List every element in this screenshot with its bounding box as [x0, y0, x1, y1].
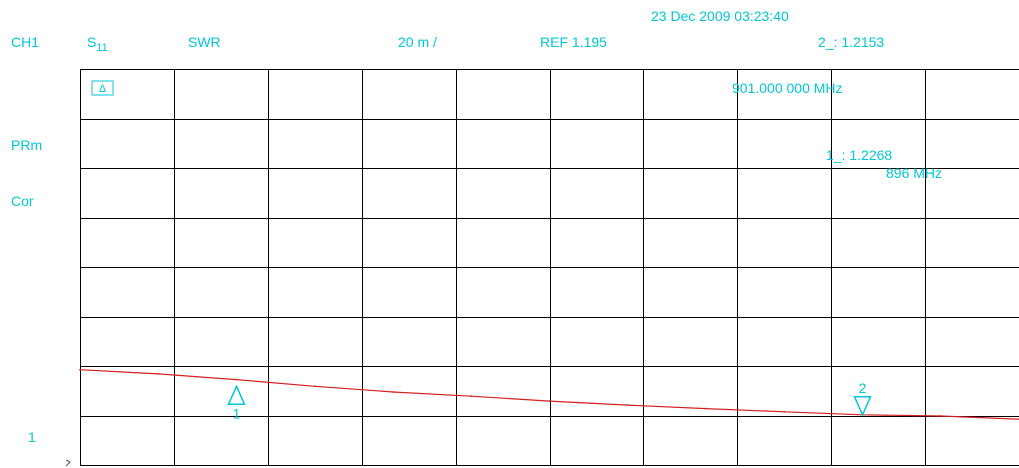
trace-point	[235, 378, 238, 381]
marker-2-triangle	[853, 396, 872, 417]
s-parameter-label: S11	[87, 34, 108, 54]
swr-trace-line	[79, 369, 1019, 420]
marker2-readout: 2_: 1.2153	[818, 34, 885, 50]
trace-point	[548, 400, 551, 403]
marker2-frequency: 901.000 000 MHz	[732, 80, 843, 96]
format-label: SWR	[188, 34, 221, 50]
trace-point	[783, 410, 786, 413]
marker-1-label: 1	[233, 405, 241, 421]
plot-grid	[80, 69, 1019, 466]
channel-label: CH1	[11, 34, 40, 50]
marker-1-triangle	[227, 384, 246, 406]
prm-indicator: PRm	[11, 137, 43, 153]
delta-icon: Δ	[91, 80, 114, 96]
marker-2-label: 2	[859, 380, 867, 396]
reference-label: REF 1.195	[540, 34, 607, 50]
reference-position-label: 1	[28, 429, 36, 445]
trace-point	[705, 407, 707, 410]
reference-pointer-icon	[65, 459, 71, 467]
scale-label: 20 m /	[398, 34, 437, 50]
trace-marks: 12	[79, 368, 1019, 421]
marker1-value: 1_: 1.2268	[826, 147, 892, 163]
cor-indicator: Cor	[11, 193, 34, 209]
delta-icon-text: Δ	[99, 83, 107, 95]
trace-point	[626, 404, 629, 407]
marker1-frequency: 896 MHz	[886, 165, 942, 181]
trace-point	[392, 391, 394, 393]
trace-point	[157, 373, 160, 375]
trace-point	[313, 385, 316, 388]
s-parameter-main: S	[87, 34, 97, 50]
trace-point	[470, 395, 473, 398]
trace-point	[939, 415, 942, 417]
datetime-label: 23 Dec 2009 03:23:40	[651, 8, 789, 24]
s-parameter-sub: 11	[96, 42, 108, 54]
trace-point	[79, 368, 81, 371]
